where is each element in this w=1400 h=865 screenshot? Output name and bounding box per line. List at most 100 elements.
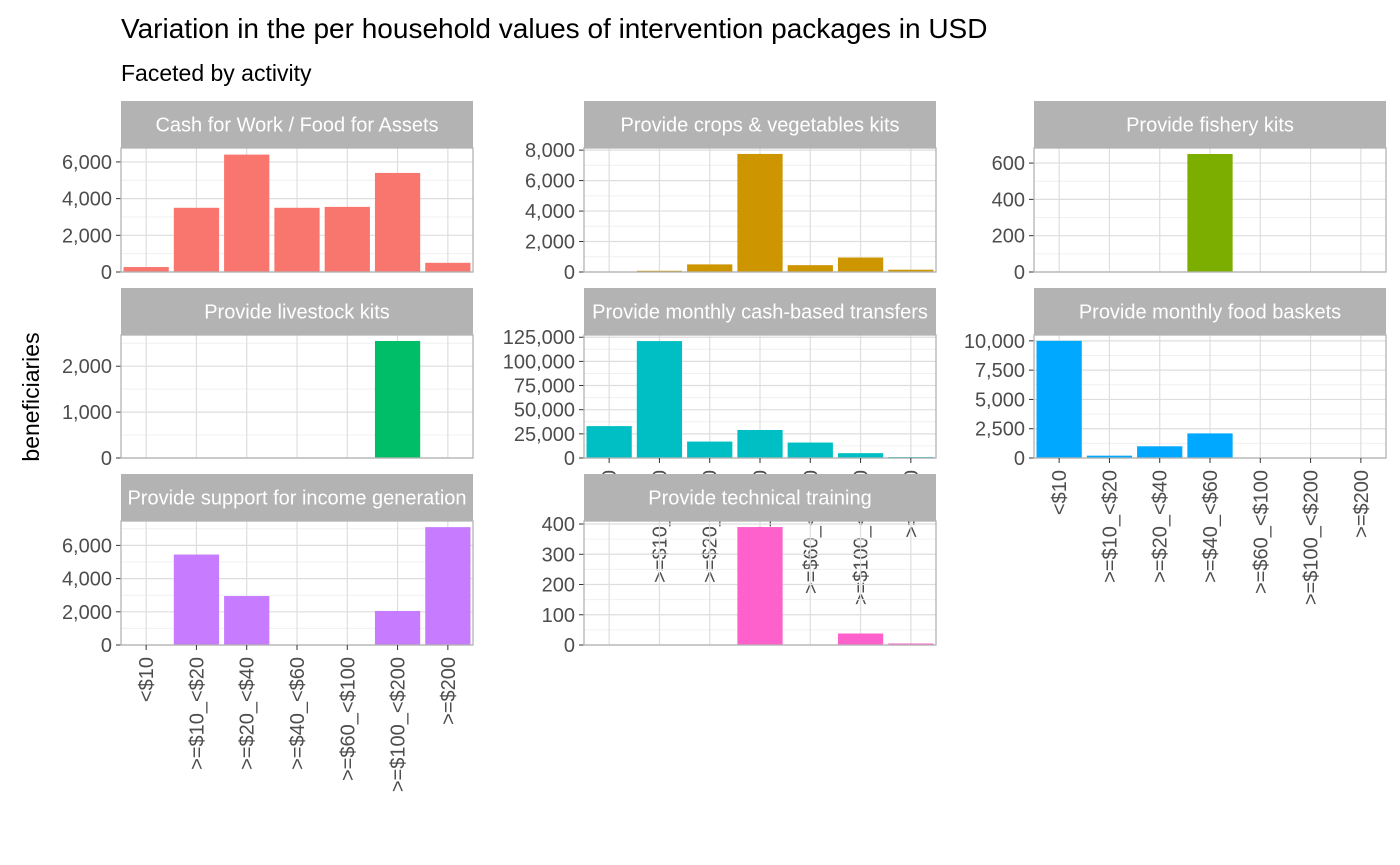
x-tick-label: >=$200	[1351, 470, 1373, 538]
y-tick-label: 0	[101, 448, 112, 470]
bar	[374, 610, 421, 645]
facet-strip	[584, 474, 936, 521]
y-tick-label: 0	[564, 448, 575, 470]
x-tick-label: >=$20_<$40	[237, 657, 259, 770]
facet-6: Provide monthly food baskets 0 2,500 5,000 7…	[964, 288, 1387, 605]
y-tick-label: 6,000	[62, 535, 112, 557]
facet-3: Provide fishery kits 0 200 400 600	[992, 101, 1387, 284]
facet-strip-label: Provide monthly cash-based transfers	[592, 302, 928, 324]
y-tick-label: 50,000	[514, 400, 575, 422]
bar	[837, 257, 884, 272]
y-tick-label: 25,000	[514, 424, 575, 446]
y-tick-label: 300	[542, 544, 575, 566]
y-tick-label: 4,000	[62, 569, 112, 591]
panel-border	[583, 147, 937, 273]
bar	[1187, 433, 1233, 458]
y-tick-label: 6,000	[62, 152, 112, 174]
bar	[274, 207, 320, 272]
facet-strip	[121, 101, 473, 148]
y-tick-label: 4,000	[62, 189, 112, 211]
y-tick-label: 0	[564, 262, 575, 284]
bar	[687, 264, 733, 272]
x-tick-label: >=$40_<$60	[287, 657, 309, 770]
bar	[737, 153, 783, 272]
x-tick-label: >=$100_<$200	[388, 657, 410, 792]
bar	[425, 262, 471, 272]
facet-strip	[1034, 101, 1386, 148]
facet-4: Provide livestock kits 0 1,000 2,000	[62, 288, 474, 470]
bar	[173, 554, 220, 645]
x-tick-label: >=$100_<$200	[1301, 470, 1323, 605]
bar	[425, 527, 471, 645]
bar	[1086, 455, 1133, 458]
facet-strip-label: Provide livestock kits	[204, 302, 390, 324]
y-tick-label: 2,000	[62, 602, 112, 624]
chart-subtitle: Faceted by activity	[121, 60, 312, 86]
bar	[374, 340, 421, 458]
bar	[224, 596, 270, 645]
bar	[1137, 446, 1183, 458]
x-tick-label: >=$60_<$100	[337, 657, 359, 781]
facet-7: Provide support for income generation 0 2,…	[62, 474, 474, 792]
bar	[787, 442, 833, 458]
bar	[123, 267, 169, 272]
bar	[888, 643, 934, 645]
y-tick-label: 8,000	[525, 140, 575, 162]
facet-8: Provide technical training 0 100 200 300 400	[542, 474, 937, 657]
facet-2: Provide crops & vegetables kits 0 2,000 4,0…	[525, 101, 937, 284]
bar	[837, 633, 884, 645]
x-tick-label: <$10	[136, 657, 158, 702]
facet-panels: Cash for Work / Food for Assets 0 2,000 4,0…	[62, 101, 1387, 792]
x-tick-label: >=$10_<$20	[186, 657, 208, 770]
y-tick-label: 0	[101, 635, 112, 657]
y-tick-label: 5,000	[975, 389, 1025, 411]
bar	[324, 206, 370, 272]
y-tick-label: 200	[992, 226, 1025, 248]
bar	[1036, 340, 1082, 458]
y-tick-label: 1,000	[62, 402, 112, 424]
bar	[687, 441, 733, 458]
y-tick-label: 0	[1014, 262, 1025, 284]
facet-strip-label: Provide monthly food baskets	[1079, 302, 1341, 324]
bar	[374, 172, 421, 272]
y-tick-label: 2,000	[62, 356, 112, 378]
bar	[837, 453, 884, 458]
y-tick-label: 400	[542, 514, 575, 536]
bar	[737, 527, 783, 645]
y-tick-label: 100	[542, 605, 575, 627]
facet-1: Cash for Work / Food for Assets 0 2,000 4,0…	[62, 101, 474, 284]
x-tick-label: <$10	[1049, 470, 1071, 515]
y-tick-label: 0	[564, 635, 575, 657]
y-tick-label: 600	[992, 153, 1025, 175]
facet-strip-label: Provide technical training	[648, 488, 871, 510]
panel-border	[583, 520, 937, 646]
panel-border	[1033, 147, 1387, 273]
facet-strip	[121, 474, 473, 521]
y-axis-label: beneficiaries	[18, 332, 44, 461]
panel-border	[120, 334, 474, 459]
y-tick-label: 10,000	[964, 331, 1025, 353]
y-tick-label: 0	[101, 262, 112, 284]
facet-strip	[584, 101, 936, 148]
x-tick-label: >=$20_<$40	[1150, 470, 1172, 583]
facet-strip-label: Provide crops & vegetables kits	[620, 115, 899, 137]
bar	[224, 154, 270, 272]
bar	[1187, 153, 1233, 272]
y-tick-label: 0	[1014, 448, 1025, 470]
facet-strip	[1034, 288, 1386, 335]
x-tick-label: >=$200	[438, 657, 460, 725]
facet-strip-label: Provide support for income generation	[127, 488, 466, 510]
y-tick-label: 4,000	[525, 201, 575, 223]
x-tick-label: >=$10_<$20	[1099, 470, 1121, 583]
panel-border	[120, 147, 474, 273]
chart-title: Variation in the per household values of…	[121, 13, 987, 44]
bar	[888, 269, 934, 272]
y-tick-label: 2,000	[62, 225, 112, 247]
x-tick-label: >=$40_<$60	[1200, 470, 1222, 583]
facet-strip-label: Provide fishery kits	[1126, 115, 1294, 137]
y-tick-label: 125,000	[503, 327, 575, 349]
y-tick-label: 2,000	[525, 232, 575, 254]
facet-strip-label: Cash for Work / Food for Assets	[155, 115, 438, 137]
facet-strip	[121, 288, 473, 335]
